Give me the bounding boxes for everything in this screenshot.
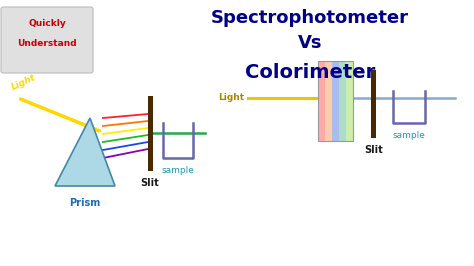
Text: Colorimeter: Colorimeter [245,64,375,82]
Text: Slit: Slit [141,178,159,188]
Text: Prism: Prism [69,198,100,208]
Text: Light: Light [218,94,244,102]
FancyBboxPatch shape [1,7,93,73]
Bar [325,61,332,141]
Bar [318,61,353,141]
Bar [371,70,376,138]
Text: sample: sample [162,166,194,175]
Text: Spectrophotometer: Spectrophotometer [211,9,409,27]
Polygon shape [55,118,115,186]
Bar [318,61,325,141]
Text: Vs: Vs [298,34,322,52]
Text: Understand: Understand [17,39,77,48]
Text: Slit: Slit [364,145,383,155]
Text: sample: sample [392,131,426,140]
Bar [148,96,153,171]
Bar [346,61,353,141]
Text: Light: Light [10,73,37,92]
Text: Quickly: Quickly [28,19,66,27]
Bar [339,61,346,141]
Bar [332,61,339,141]
